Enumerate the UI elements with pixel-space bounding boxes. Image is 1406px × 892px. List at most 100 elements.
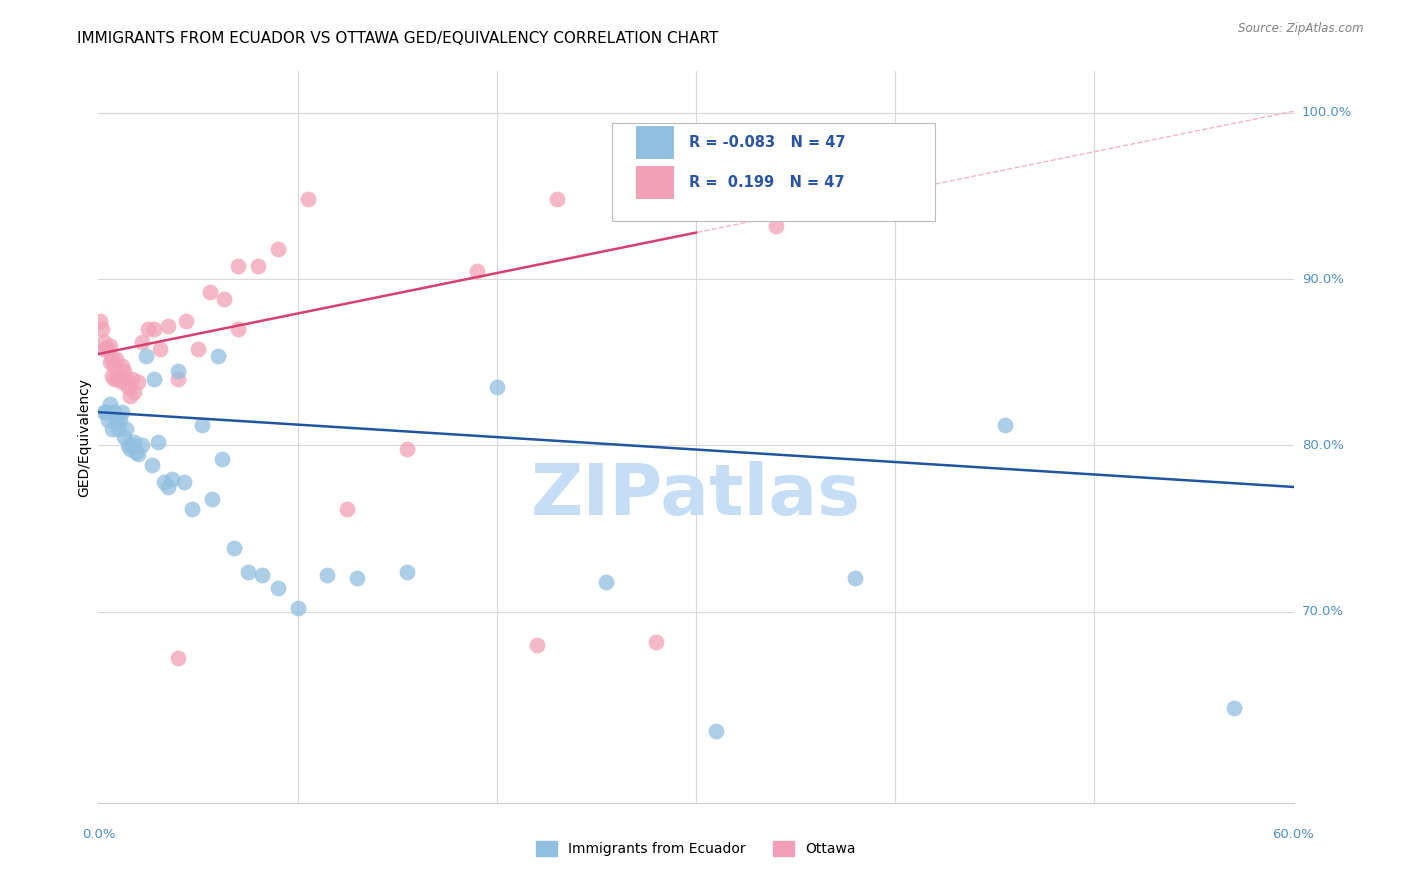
Point — [267, 582, 290, 596]
Point — [89, 314, 111, 328]
Point — [396, 442, 419, 456]
Point — [121, 438, 143, 452]
Point — [103, 359, 125, 373]
Point — [101, 368, 124, 383]
Point — [226, 259, 249, 273]
Text: R = -0.083   N = 47: R = -0.083 N = 47 — [689, 135, 845, 150]
Point — [143, 322, 166, 336]
Point — [181, 501, 204, 516]
Text: 100.0%: 100.0% — [1302, 106, 1353, 120]
Point — [201, 491, 224, 506]
Point — [111, 405, 134, 419]
Point — [153, 475, 176, 489]
Text: Source: ZipAtlas.com: Source: ZipAtlas.com — [1239, 22, 1364, 36]
Point — [160, 472, 183, 486]
Bar — [637, 126, 675, 159]
Point — [98, 355, 122, 369]
Point — [346, 571, 368, 585]
Point — [297, 192, 319, 206]
Point — [704, 724, 727, 739]
Point — [111, 375, 134, 389]
Point — [117, 380, 139, 394]
Point — [141, 458, 163, 473]
Point — [107, 422, 129, 436]
Point — [1223, 701, 1246, 715]
Point — [765, 219, 787, 233]
Point — [250, 568, 273, 582]
Point — [148, 435, 170, 450]
Point — [112, 430, 135, 444]
Point — [595, 574, 617, 589]
Point — [97, 342, 120, 356]
Point — [844, 571, 866, 585]
Point — [546, 192, 568, 206]
Point — [127, 447, 149, 461]
Point — [105, 351, 128, 366]
Point — [107, 372, 129, 386]
Point — [93, 405, 115, 419]
Point — [174, 314, 197, 328]
Point — [167, 651, 190, 665]
Point — [316, 568, 339, 582]
Point — [121, 372, 143, 386]
Point — [143, 372, 166, 386]
Point — [136, 322, 159, 336]
Point — [117, 438, 139, 452]
Point — [287, 601, 309, 615]
Point — [93, 342, 115, 356]
Point — [103, 372, 125, 386]
Point — [211, 451, 233, 466]
Point — [465, 264, 488, 278]
Point — [149, 342, 172, 356]
Point — [101, 422, 124, 436]
Point — [187, 342, 209, 356]
Point — [131, 438, 153, 452]
Point — [124, 435, 146, 450]
Point — [246, 259, 269, 273]
Point — [111, 359, 134, 373]
Point — [267, 242, 290, 256]
Point — [120, 442, 142, 456]
Point — [526, 638, 548, 652]
Point — [157, 480, 180, 494]
Point — [127, 375, 149, 389]
Point — [110, 413, 132, 427]
Point — [173, 475, 195, 489]
Point — [124, 385, 146, 400]
Point — [115, 372, 138, 386]
Point — [105, 413, 128, 427]
Point — [167, 372, 190, 386]
Point — [115, 422, 138, 436]
Point — [191, 418, 214, 433]
Point — [103, 405, 125, 419]
Point — [226, 322, 249, 336]
Point — [198, 285, 221, 300]
Point — [485, 380, 508, 394]
Point — [97, 413, 120, 427]
Text: IMMIGRANTS FROM ECUADOR VS OTTAWA GED/EQUIVALENCY CORRELATION CHART: IMMIGRANTS FROM ECUADOR VS OTTAWA GED/EQ… — [77, 31, 718, 46]
Text: 60.0%: 60.0% — [1272, 828, 1315, 841]
Y-axis label: GED/Equivalency: GED/Equivalency — [77, 377, 91, 497]
Point — [98, 338, 122, 352]
Text: 80.0%: 80.0% — [1302, 439, 1344, 452]
Point — [112, 363, 135, 377]
Point — [93, 335, 115, 350]
Point — [157, 318, 180, 333]
Point — [98, 397, 122, 411]
Point — [396, 565, 419, 579]
Point — [645, 634, 668, 648]
Point — [236, 565, 259, 579]
Point — [91, 322, 114, 336]
Text: R =  0.199   N = 47: R = 0.199 N = 47 — [689, 175, 844, 190]
Point — [96, 342, 118, 356]
Point — [131, 335, 153, 350]
Point — [96, 405, 118, 419]
Text: 70.0%: 70.0% — [1302, 605, 1344, 618]
Point — [101, 351, 124, 366]
Point — [222, 541, 245, 556]
Point — [135, 349, 157, 363]
Legend: Immigrants from Ecuador, Ottawa: Immigrants from Ecuador, Ottawa — [530, 836, 862, 862]
FancyBboxPatch shape — [613, 122, 935, 221]
Bar — [637, 166, 675, 199]
Point — [167, 363, 190, 377]
